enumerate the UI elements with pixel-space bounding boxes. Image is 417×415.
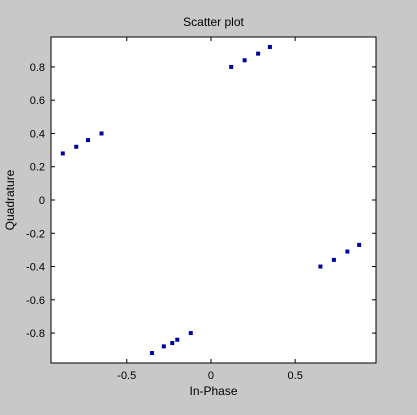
data-point <box>267 44 272 49</box>
axis-ticks: -0.5 0 0.5 0.8 0.6 0.4 0.2 0 -0.2 -0.4 -0.6 -0.8 <box>26 37 376 382</box>
data-point <box>188 331 193 336</box>
data-point <box>86 138 91 143</box>
x-tick-label: 0 <box>208 370 214 382</box>
data-point <box>150 351 155 356</box>
y-axis-label: Quadrature <box>3 169 17 230</box>
y-tick-label: -0.6 <box>26 295 45 307</box>
y-tick-label: -0.2 <box>26 228 45 240</box>
data-point <box>60 151 65 156</box>
data-point <box>74 144 79 149</box>
data-points <box>60 44 362 356</box>
x-axis-label: In-Phase <box>189 384 237 398</box>
data-point <box>256 51 261 56</box>
y-tick-label: 0 <box>39 195 45 207</box>
data-point <box>229 64 234 69</box>
data-point <box>357 242 362 247</box>
data-point <box>175 337 180 342</box>
y-tick-label: 0.6 <box>30 95 45 107</box>
x-tick-label: -0.5 <box>117 370 136 382</box>
data-point <box>170 341 175 346</box>
data-point <box>318 264 323 269</box>
x-tick-label: 0.5 <box>288 370 303 382</box>
axes-background <box>50 36 377 364</box>
data-point <box>99 131 104 136</box>
data-point <box>242 58 247 63</box>
y-tick-label: 0.8 <box>30 62 45 74</box>
y-tick-label: 0.4 <box>30 128 45 140</box>
chart-title: Scatter plot <box>183 15 244 29</box>
y-tick-label: -0.4 <box>26 262 45 274</box>
y-tick-label: 0.2 <box>30 162 45 174</box>
data-point <box>345 249 350 254</box>
data-point <box>161 344 166 349</box>
y-tick-label: -0.8 <box>26 328 45 340</box>
data-point <box>331 257 336 262</box>
